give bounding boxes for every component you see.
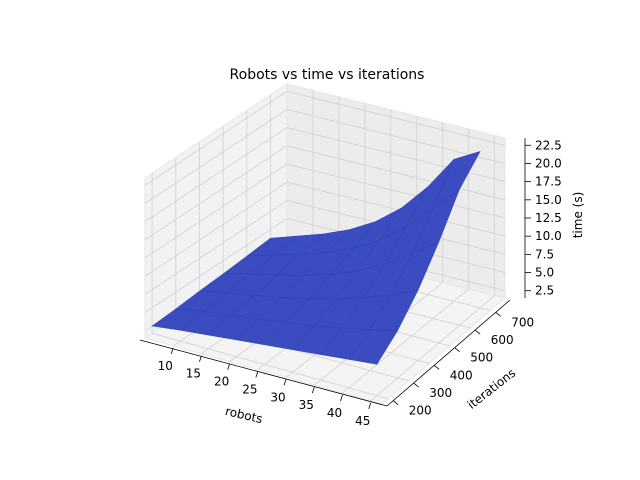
z-tick-label: 22.5 [535,138,562,152]
z-grid-line [144,109,506,204]
y-tick-mark [392,400,399,406]
z-tick-label: 5.0 [535,266,554,280]
y-tick-label: 400 [450,368,473,382]
x-grid-line [342,129,470,394]
x-tick-mark [199,355,202,362]
z-tick-label: 12.5 [535,211,562,225]
x-tick-label: 10 [158,359,173,373]
x-tick-label: 45 [355,414,370,428]
y-tick-label: 700 [511,315,534,329]
y-tick-label: 300 [429,386,452,400]
x-tick-label: 15 [186,367,201,381]
y-tick-label: 600 [491,333,514,347]
x-axis-ticks: 10 15 20 25 30 35 40 45 [158,347,372,428]
y-tick-mark [474,329,481,335]
y-tick-label: 500 [470,351,493,365]
x-tick-label: 20 [214,375,229,389]
surface-plot [151,150,481,365]
z-tick-label: 20.0 [535,156,562,170]
x-tick-label: 25 [242,382,257,396]
z-grid-line [144,90,506,186]
y-tick-label: 200 [409,404,432,418]
y-tick-mark [413,382,419,388]
x-grid-line [370,135,496,402]
x-tick-mark [368,402,372,409]
x-tick-mark [283,379,287,386]
z-axis-ticks: 2.5 5.0 7.5 10.0 12.5 15.0 17.5 20.0 22.5 [525,138,562,298]
z-tick-label: 2.5 [535,284,554,298]
x-tick-label: 40 [327,406,342,420]
x-tick-mark [340,394,343,402]
z-grid-line [144,127,506,222]
y-tick-mark [454,347,460,353]
x-tick-mark [170,347,174,354]
z-tick-label: 10.0 [535,229,562,243]
y-axis-ticks: 200 300 400 500 600 700 [392,312,534,418]
z-tick-label: 7.5 [535,247,554,261]
y-tick-mark [495,312,501,317]
surface-facet [348,329,399,365]
x-tick-mark [311,387,315,394]
z-tick-label: 15.0 [535,193,562,207]
x-tick-label: 35 [299,398,314,412]
x-tick-label: 30 [270,390,285,404]
x-axis-line [139,339,388,407]
x-tick-mark [227,363,231,370]
y-axis-line [386,299,511,407]
z-axis-label: time (s) [571,192,585,239]
chart-title: Robots vs time vs iterations [230,67,425,83]
x-tick-mark [255,371,259,378]
z-tick-label: 17.5 [535,175,562,189]
y-grid-line [151,173,389,400]
y-tick-mark [433,365,440,370]
